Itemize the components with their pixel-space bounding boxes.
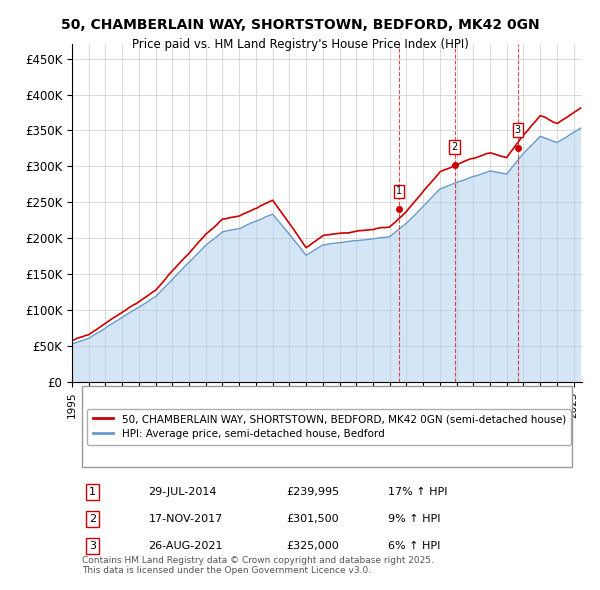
Text: Price paid vs. HM Land Registry's House Price Index (HPI): Price paid vs. HM Land Registry's House … <box>131 38 469 51</box>
Legend: 50, CHAMBERLAIN WAY, SHORTSTOWN, BEDFORD, MK42 0GN (semi-detached house), HPI: A: 50, CHAMBERLAIN WAY, SHORTSTOWN, BEDFORD… <box>88 409 571 445</box>
Text: 26-AUG-2021: 26-AUG-2021 <box>149 541 223 551</box>
Text: £325,000: £325,000 <box>286 541 339 551</box>
Text: 50, CHAMBERLAIN WAY, SHORTSTOWN, BEDFORD, MK42 0GN: 50, CHAMBERLAIN WAY, SHORTSTOWN, BEDFORD… <box>61 18 539 32</box>
Text: 29-JUL-2014: 29-JUL-2014 <box>149 487 217 497</box>
Text: 6% ↑ HPI: 6% ↑ HPI <box>388 541 440 551</box>
Text: 17% ↑ HPI: 17% ↑ HPI <box>388 487 448 497</box>
Text: 1: 1 <box>396 186 403 196</box>
Text: Contains HM Land Registry data © Crown copyright and database right 2025.
This d: Contains HM Land Registry data © Crown c… <box>82 556 434 575</box>
Text: 2: 2 <box>89 514 96 524</box>
Text: 1: 1 <box>89 487 96 497</box>
Text: 17-NOV-2017: 17-NOV-2017 <box>149 514 223 524</box>
Text: 3: 3 <box>515 126 521 136</box>
FancyBboxPatch shape <box>82 386 572 467</box>
Text: 9% ↑ HPI: 9% ↑ HPI <box>388 514 440 524</box>
Text: £239,995: £239,995 <box>286 487 340 497</box>
Text: £301,500: £301,500 <box>286 514 339 524</box>
Text: 2: 2 <box>451 142 458 152</box>
Text: 3: 3 <box>89 541 96 551</box>
